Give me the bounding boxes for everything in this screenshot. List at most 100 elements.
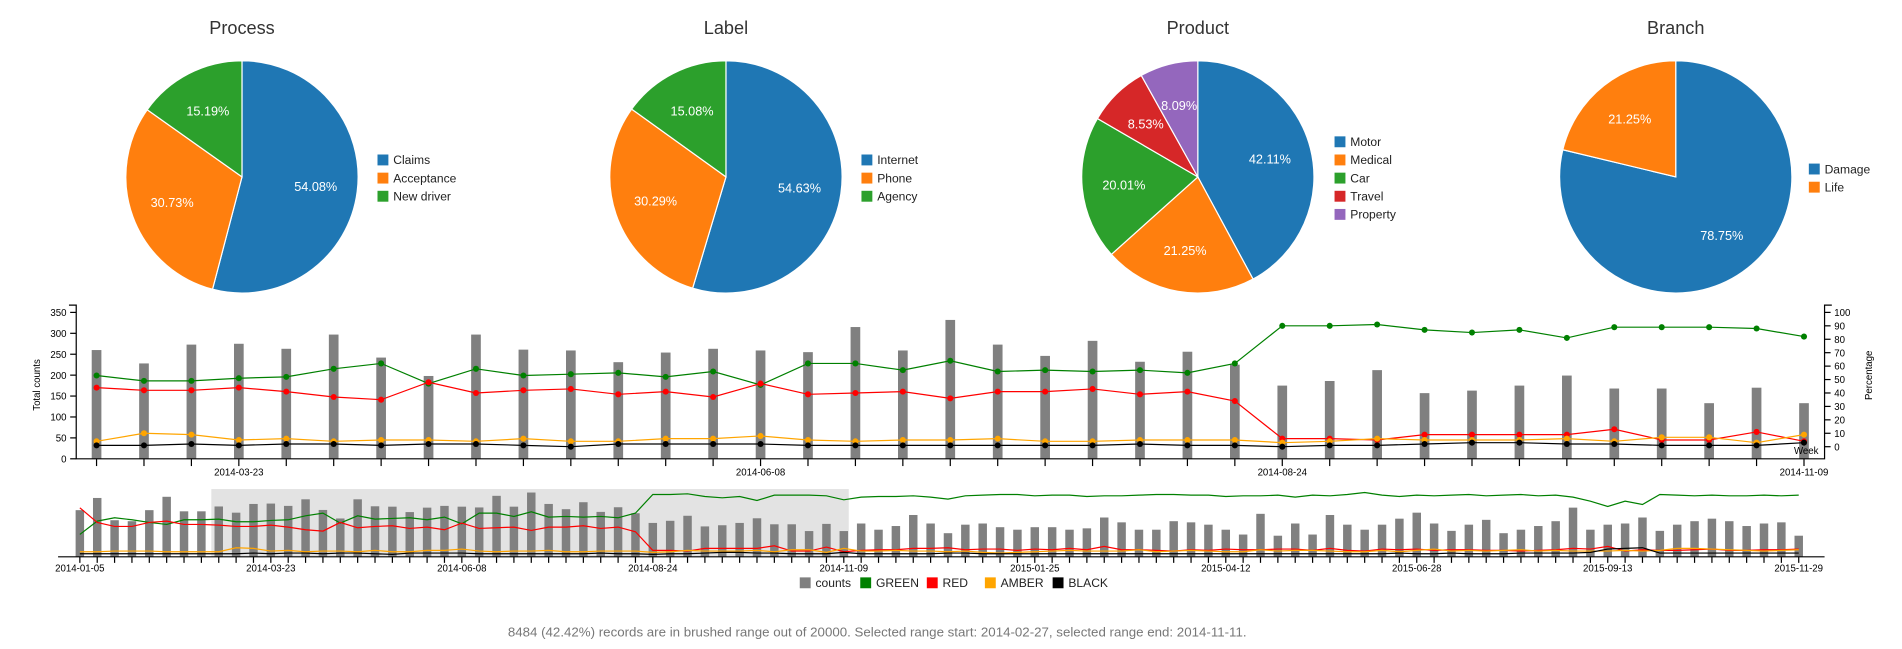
count-bar[interactable] [1467, 390, 1477, 459]
series-point-black[interactable] [662, 440, 669, 448]
count-bar[interactable] [945, 319, 956, 459]
count-bar[interactable] [1514, 385, 1525, 459]
series-point-amber[interactable] [804, 436, 812, 444]
legend-item-new-driver[interactable]: New driver [377, 189, 451, 203]
count-bar[interactable] [1277, 385, 1288, 459]
pie-slice-acceptance[interactable] [125, 108, 243, 290]
count-bar[interactable] [233, 343, 244, 459]
series-point-amber[interactable] [899, 436, 906, 444]
series-point-red[interactable] [188, 387, 195, 394]
series-point-amber[interactable] [1184, 436, 1191, 444]
series-point-amber[interactable] [378, 436, 385, 444]
series-point-amber[interactable] [1800, 431, 1808, 438]
count-bar[interactable] [1135, 361, 1145, 459]
series-point-red[interactable] [1042, 388, 1049, 395]
series-point-red[interactable] [804, 391, 812, 398]
series-point-amber[interactable] [710, 435, 717, 442]
series-point-amber[interactable] [567, 438, 574, 445]
series-point-green[interactable] [1421, 326, 1428, 333]
series-point-black[interactable] [1658, 442, 1665, 449]
count-bar[interactable] [660, 352, 671, 459]
count-bar[interactable] [1656, 388, 1667, 459]
series-point-black[interactable] [567, 443, 574, 450]
count-bar[interactable] [755, 350, 766, 459]
series-point-black[interactable] [1089, 442, 1096, 449]
series-point-red[interactable] [472, 389, 480, 397]
series-point-black[interactable] [899, 442, 906, 449]
series-point-black[interactable] [188, 440, 195, 448]
legend-item-phone[interactable]: Phone [861, 171, 912, 185]
legend-item-damage[interactable]: Damage [1808, 162, 1871, 176]
series-point-amber[interactable] [1374, 435, 1381, 442]
series-point-green[interactable] [804, 360, 812, 367]
series-point-red[interactable] [852, 389, 859, 397]
series-point-red[interactable] [140, 387, 148, 394]
series-point-red[interactable] [1184, 388, 1191, 395]
series-point-green[interactable] [1231, 360, 1238, 367]
series-point-black[interactable] [757, 440, 764, 448]
count-bar[interactable] [139, 363, 149, 459]
series-point-green[interactable] [710, 368, 717, 375]
legend-item-medical[interactable]: Medical [1334, 153, 1392, 167]
series-point-green[interactable] [1279, 322, 1286, 329]
series-point-green[interactable] [1374, 321, 1381, 328]
series-point-black[interactable] [1563, 440, 1570, 448]
count-bar[interactable] [1562, 375, 1572, 459]
count-bar[interactable] [1372, 370, 1382, 459]
series-point-amber[interactable] [662, 435, 669, 442]
count-bar[interactable] [613, 362, 624, 459]
series-point-green[interactable] [1706, 324, 1713, 331]
series-point-red[interactable] [710, 393, 717, 401]
legend-item-acceptance[interactable]: Acceptance [377, 171, 457, 185]
series-point-red[interactable] [378, 396, 385, 403]
series-point-black[interactable] [1468, 439, 1476, 446]
series-point-black[interactable] [1279, 443, 1286, 450]
series-point-green[interactable] [1042, 367, 1049, 374]
series-point-red[interactable] [520, 387, 527, 394]
series-point-red[interactable] [1089, 385, 1096, 392]
series-point-red[interactable] [1753, 428, 1760, 435]
series-point-green[interactable] [140, 377, 148, 384]
series-point-red[interactable] [1421, 431, 1428, 438]
series-point-green[interactable] [1089, 368, 1096, 375]
series-point-red[interactable] [330, 393, 337, 401]
series-point-green[interactable] [1184, 369, 1191, 376]
series-point-black[interactable] [947, 442, 954, 449]
pie-slice-agency[interactable] [630, 60, 727, 179]
series-point-amber[interactable] [520, 435, 527, 442]
pie-slice-claims[interactable] [211, 60, 359, 294]
series-point-black[interactable] [1136, 440, 1144, 448]
series-point-black[interactable] [235, 442, 242, 449]
series-point-green[interactable] [1611, 324, 1618, 331]
series-point-black[interactable] [1800, 439, 1808, 446]
series-point-green[interactable] [472, 365, 480, 372]
series-point-green[interactable] [378, 360, 385, 367]
series-point-amber[interactable] [188, 431, 195, 438]
legend-item-claims[interactable]: Claims [377, 153, 430, 167]
series-point-red[interactable] [994, 388, 1001, 395]
pie-slice-phone[interactable] [609, 108, 727, 289]
series-point-green[interactable] [283, 373, 290, 380]
series-point-green[interactable] [520, 372, 527, 379]
series-point-red[interactable] [662, 388, 669, 395]
series-point-amber[interactable] [140, 430, 148, 437]
pie-slice-car[interactable] [1081, 117, 1199, 256]
count-bar[interactable] [803, 352, 813, 459]
series-point-black[interactable] [283, 440, 290, 448]
series-point-green[interactable] [1800, 333, 1808, 340]
series-point-black[interactable] [1184, 442, 1191, 449]
series-point-black[interactable] [1326, 442, 1333, 449]
count-bar[interactable] [518, 349, 529, 459]
count-bar[interactable] [1704, 403, 1714, 459]
series-point-green[interactable] [899, 367, 906, 374]
series-point-green[interactable] [1753, 325, 1760, 332]
legend-item-life[interactable]: Life [1808, 180, 1844, 194]
series-point-red[interactable] [283, 388, 290, 395]
pie-slice-internet[interactable] [691, 60, 843, 294]
pie-slice-life[interactable] [1562, 60, 1677, 178]
series-point-amber[interactable] [283, 435, 290, 442]
series-point-red[interactable] [1468, 431, 1476, 438]
series-point-black[interactable] [330, 440, 337, 448]
series-point-black[interactable] [1231, 442, 1238, 449]
series-point-black[interactable] [1516, 439, 1523, 446]
